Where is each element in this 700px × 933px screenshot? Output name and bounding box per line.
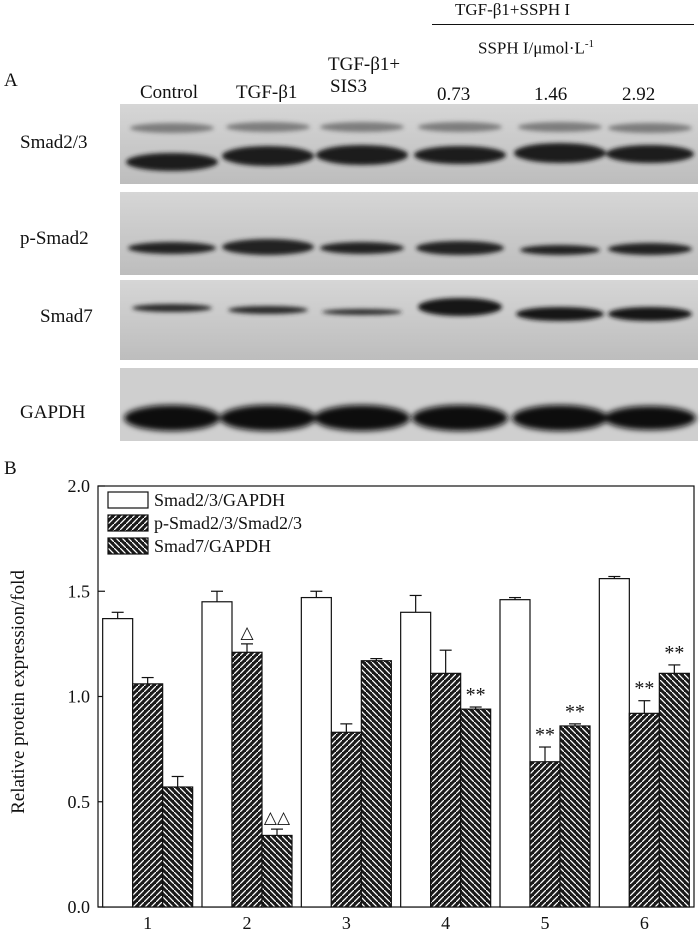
x-tick-label: 1	[143, 913, 152, 930]
y-axis-label: Relative protein expression/fold	[8, 570, 29, 814]
legend-label: p-Smad2/3/Smad2/3	[154, 513, 302, 533]
blot-psmad2	[120, 192, 698, 275]
y-tick-label: 0.0	[68, 897, 91, 917]
bar	[400, 611, 432, 908]
significance-marker: **	[466, 684, 486, 706]
bar	[628, 712, 660, 908]
bar	[360, 660, 392, 908]
group-header-line	[432, 24, 694, 25]
bar	[300, 596, 332, 908]
bar	[499, 599, 531, 908]
x-tick-label: 5	[541, 913, 550, 930]
legend-swatch	[107, 537, 149, 555]
lane-label-control: Control	[140, 82, 199, 103]
lane-label-tgf-sis3-line2: SIS3	[330, 76, 367, 97]
significance-marker: △	[240, 623, 254, 642]
bar	[460, 708, 492, 908]
x-tick-label: 2	[243, 913, 252, 930]
row-label-gapdh: GAPDH	[20, 402, 86, 423]
bar	[559, 725, 591, 908]
blot-gapdh	[120, 368, 698, 441]
bar	[658, 672, 690, 908]
bar	[231, 651, 263, 908]
lane-label-tgf: TGF-β1	[236, 82, 298, 103]
x-tick-label: 4	[441, 913, 450, 930]
blot-smad23	[120, 104, 698, 184]
lane-label-tgf-sis3-line1: TGF-β1+	[328, 54, 401, 75]
y-tick-label: 1.5	[68, 581, 91, 601]
legend-label: Smad2/3/GAPDH	[154, 490, 285, 510]
bar	[529, 761, 561, 908]
row-label-psmad2: p-Smad2	[20, 228, 89, 249]
bar-chart: 0.00.51.01.52.01 2 3 4 5 6 △△△********** Smad…	[8, 476, 695, 930]
blot-smad7	[120, 280, 698, 360]
y-tick-label: 1.0	[68, 687, 91, 707]
legend-label: Smad7/GAPDH	[154, 536, 271, 556]
bar	[201, 601, 233, 908]
significance-marker: **	[565, 701, 585, 723]
group-header: TGF-β1+SSPH I	[455, 0, 571, 19]
bar	[261, 834, 293, 908]
row-label-smad23: Smad2/3	[20, 132, 88, 153]
bar	[162, 786, 194, 908]
bar	[132, 683, 164, 908]
significance-marker: △△	[264, 808, 291, 827]
lane-label-0.73: 0.73	[437, 84, 471, 105]
bar	[330, 731, 362, 908]
bar	[102, 618, 134, 908]
western-blot	[120, 104, 698, 441]
significance-marker: **	[634, 678, 654, 700]
x-tick-label: 3	[342, 913, 351, 930]
concentration-label: SSPH I/μmol·L-1	[478, 38, 595, 58]
bar	[430, 672, 462, 908]
x-tick-label: 6	[640, 913, 649, 930]
significance-marker: **	[664, 642, 684, 664]
row-label-smad7: Smad7	[40, 306, 93, 327]
y-tick-label: 2.0	[68, 476, 91, 496]
lane-label-1.46: 1.46	[534, 84, 568, 105]
significance-marker: **	[535, 724, 555, 746]
y-tick-label: 0.5	[68, 792, 91, 812]
panel-a-label: A	[4, 70, 18, 91]
legend-swatch	[107, 491, 149, 509]
legend-swatch	[107, 514, 149, 532]
lane-label-2.92: 2.92	[622, 84, 656, 105]
panel-b-label: B	[4, 458, 17, 479]
bar	[598, 578, 630, 908]
